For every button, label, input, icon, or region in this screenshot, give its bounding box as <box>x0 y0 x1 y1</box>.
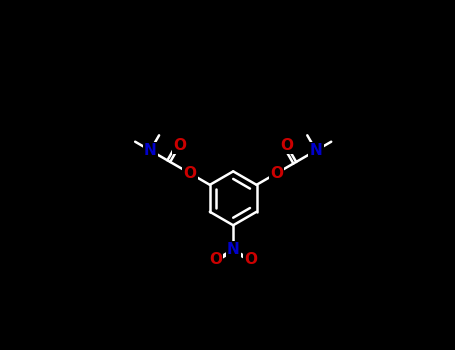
Text: O: O <box>244 252 257 267</box>
Text: O: O <box>183 166 197 181</box>
Text: N: N <box>144 143 157 158</box>
Text: O: O <box>173 138 186 153</box>
Text: N: N <box>310 143 323 158</box>
Text: O: O <box>280 138 293 153</box>
Text: O: O <box>209 252 222 267</box>
Text: N: N <box>227 242 240 257</box>
Text: O: O <box>270 166 283 181</box>
